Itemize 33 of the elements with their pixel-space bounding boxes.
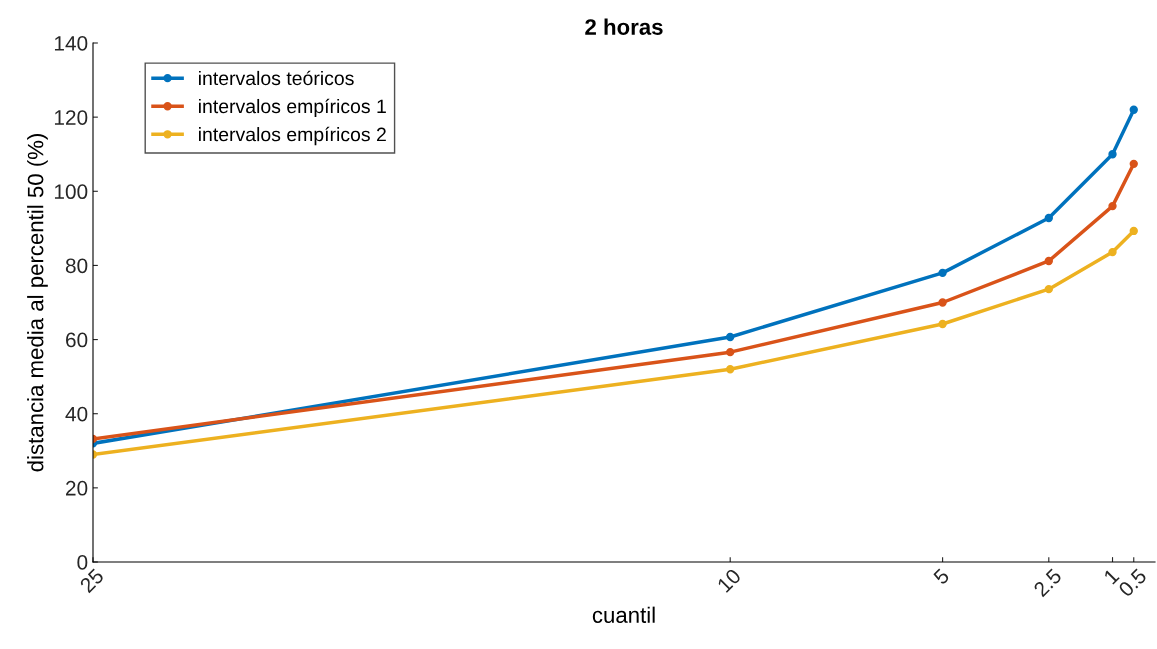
x-tick-label: 2.5 bbox=[1032, 567, 1063, 598]
y-tick-label: 60 bbox=[66, 332, 88, 348]
point bbox=[1044, 256, 1053, 266]
y-axis-title: distancia media al percentil 50 (%) bbox=[27, 134, 48, 472]
point bbox=[1129, 226, 1138, 236]
point bbox=[726, 365, 735, 374]
x-axis-title: cuantil bbox=[592, 606, 655, 623]
point bbox=[938, 319, 947, 329]
point bbox=[726, 332, 735, 342]
point bbox=[1129, 105, 1138, 114]
legend-label: intervalos empíricos 1 bbox=[199, 98, 386, 118]
y-tick-label: 40 bbox=[65, 406, 88, 422]
point bbox=[1108, 150, 1117, 159]
x-tick-label: 5 bbox=[932, 568, 951, 586]
point bbox=[1044, 213, 1053, 223]
y-tick-label: 120 bbox=[54, 110, 88, 125]
point bbox=[1129, 159, 1138, 169]
y-tick-label: 20 bbox=[66, 480, 88, 496]
y-tick-label: 80 bbox=[65, 258, 88, 274]
y-tick-label: 0 bbox=[77, 555, 88, 570]
y-tick-label: 140 bbox=[54, 36, 88, 51]
point bbox=[938, 268, 947, 278]
y-tick-label: 100 bbox=[54, 184, 88, 200]
chart-title: 2 horas bbox=[585, 18, 663, 35]
legend-label: intervalos teóricos bbox=[199, 70, 354, 86]
point bbox=[726, 348, 735, 357]
point bbox=[938, 298, 947, 307]
x-tick-label: 10 bbox=[716, 567, 742, 593]
point bbox=[1108, 247, 1117, 257]
point bbox=[1044, 284, 1053, 294]
x-tick-label: 1 bbox=[1103, 568, 1120, 585]
legend-label: intervalos empíricos 2 bbox=[199, 126, 386, 146]
point bbox=[1108, 201, 1117, 211]
